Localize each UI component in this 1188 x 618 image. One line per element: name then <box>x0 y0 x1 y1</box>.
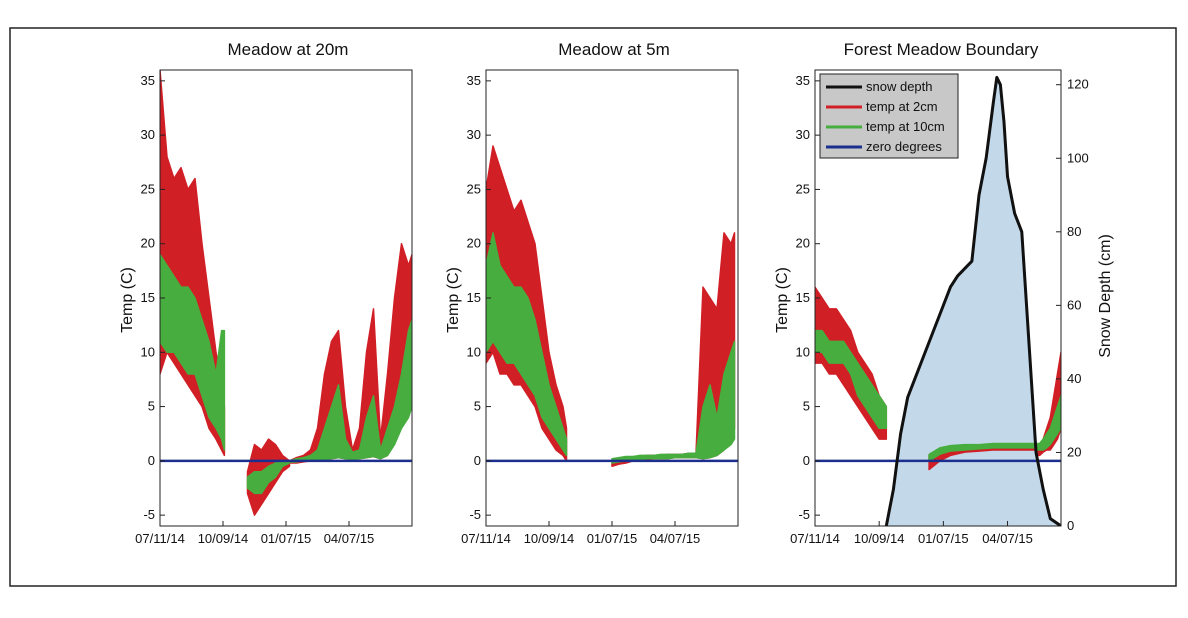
y-tick-label: 0 <box>474 453 481 468</box>
panel-3-y-axis-label: Temp (C) <box>774 267 791 333</box>
x-tick-label: 10/09/14 <box>198 531 249 546</box>
panel-forest-meadow-boundary: Forest Meadow Boundary Temp (C) Snow Dep… <box>774 40 1114 546</box>
panel-1-y-axis-label: Temp (C) <box>119 267 136 333</box>
x-tick-label: 04/07/15 <box>982 531 1033 546</box>
y-tick-label: -5 <box>143 507 155 522</box>
y-tick-label: 30 <box>141 127 155 142</box>
y-tick-label: 30 <box>467 127 481 142</box>
y-tick-label: 15 <box>141 290 155 305</box>
series-temp-10cm-band-3 <box>288 318 412 463</box>
series-snow-depth-line <box>884 75 1061 526</box>
y-tick-label: 5 <box>803 399 810 414</box>
x-tick-label: 10/09/14 <box>524 531 575 546</box>
y-tick-label: 0 <box>148 453 155 468</box>
y-tick-label: 10 <box>141 344 155 359</box>
panel-meadow-5m: Meadow at 5m Temp (C) -5 0 5 10 15 20 25 30 35 07… <box>445 40 739 546</box>
y-tick-label: 30 <box>796 127 810 142</box>
panel-3-title: Forest Meadow Boundary <box>844 40 1039 59</box>
y-tick-label: 35 <box>796 73 810 88</box>
x-tick-label: 07/11/14 <box>461 531 511 546</box>
y-tick-label: 10 <box>467 344 481 359</box>
y-tick-label: -5 <box>469 507 481 522</box>
y-tick-label: 25 <box>141 181 155 196</box>
legend-label-temp-2cm: temp at 2cm <box>866 99 938 114</box>
figure-frame <box>9 27 1177 587</box>
y-tick-label: 35 <box>467 73 481 88</box>
y-tick-label: 35 <box>141 73 155 88</box>
x-tick-label: 10/09/14 <box>854 531 905 546</box>
panel-3-plot-area: -5 0 5 10 15 20 25 30 35 0 20 40 60 80 100 120 07/11/14 1… <box>790 73 1089 546</box>
series-temp-10cm-band-3 <box>1035 394 1061 451</box>
x-tick-label: 01/07/15 <box>261 531 312 546</box>
panel-1-clipped-marks <box>160 70 412 516</box>
y2-tick-label: 40 <box>1067 371 1081 386</box>
y-tick-label: 20 <box>796 236 810 251</box>
series-temp-10cm-band-1 <box>815 329 888 430</box>
panel-2-title: Meadow at 5m <box>558 40 670 59</box>
y2-tick-label: 0 <box>1067 518 1074 533</box>
series-snow-depth-area <box>886 77 1061 526</box>
panel-2-clipped-marks <box>486 145 738 468</box>
y2-tick-label: 100 <box>1067 150 1089 165</box>
y2-tick-label: 60 <box>1067 297 1081 312</box>
y-tick-label: -5 <box>798 507 810 522</box>
legend-label-zero-degrees: zero degrees <box>866 139 942 154</box>
panel-2-y-axis-label: Temp (C) <box>445 267 462 333</box>
x-tick-label: 07/11/14 <box>790 531 840 546</box>
series-temp-10cm-band-2 <box>246 460 291 495</box>
y2-tick-label: 80 <box>1067 224 1081 239</box>
series-temp-10cm-band-1 <box>160 253 226 451</box>
panel-1-title: Meadow at 20m <box>228 40 349 59</box>
y-tick-label: 0 <box>803 453 810 468</box>
x-tick-label: 04/07/15 <box>324 531 375 546</box>
y2-tick-label: 120 <box>1067 77 1089 92</box>
legend-label-temp-10cm: temp at 10cm <box>866 119 945 134</box>
legend-label-snow-depth: snow depth <box>866 79 933 94</box>
series-temp-10cm-band-2 <box>611 340 736 464</box>
panel-2-axes-box <box>485 69 739 527</box>
panel-3-clipped-marks <box>815 75 1061 526</box>
panel-2-plot-area: -5 0 5 10 15 20 25 30 35 07/11/14 10/09/14 01/07/15… <box>461 73 738 546</box>
x-tick-label: 04/07/15 <box>650 531 701 546</box>
x-tick-label: 07/11/14 <box>135 531 185 546</box>
y-tick-label: 10 <box>796 344 810 359</box>
y2-tick-label: 20 <box>1067 444 1081 459</box>
y-tick-label: 5 <box>474 399 481 414</box>
x-tick-label: 01/07/15 <box>587 531 638 546</box>
legend: snow depth temp at 2cm temp at 10cm zero… <box>819 73 959 159</box>
y-tick-label: 25 <box>796 181 810 196</box>
y-tick-label: 20 <box>467 236 481 251</box>
y-tick-label: 5 <box>148 399 155 414</box>
panel-1-plot-area: -5 0 5 10 15 20 25 30 35 07/11/14 10/09/14 01/07/15… <box>135 70 412 546</box>
panel-3-y2-axis-label: Snow Depth (cm) <box>1097 234 1114 358</box>
y-tick-label: 20 <box>141 236 155 251</box>
panel-meadow-20m: Meadow at 20m Temp (C) -5 0 5 10 15 20 25 30 35 0… <box>119 40 413 546</box>
x-tick-label: 01/07/15 <box>918 531 969 546</box>
y-tick-label: 25 <box>467 181 481 196</box>
series-temp-10cm-band-1 <box>486 232 568 457</box>
panel-1-axes-box <box>159 69 413 527</box>
panel-3-axes-box <box>814 69 1062 527</box>
y-tick-label: 15 <box>467 290 481 305</box>
y-tick-label: 15 <box>796 290 810 305</box>
